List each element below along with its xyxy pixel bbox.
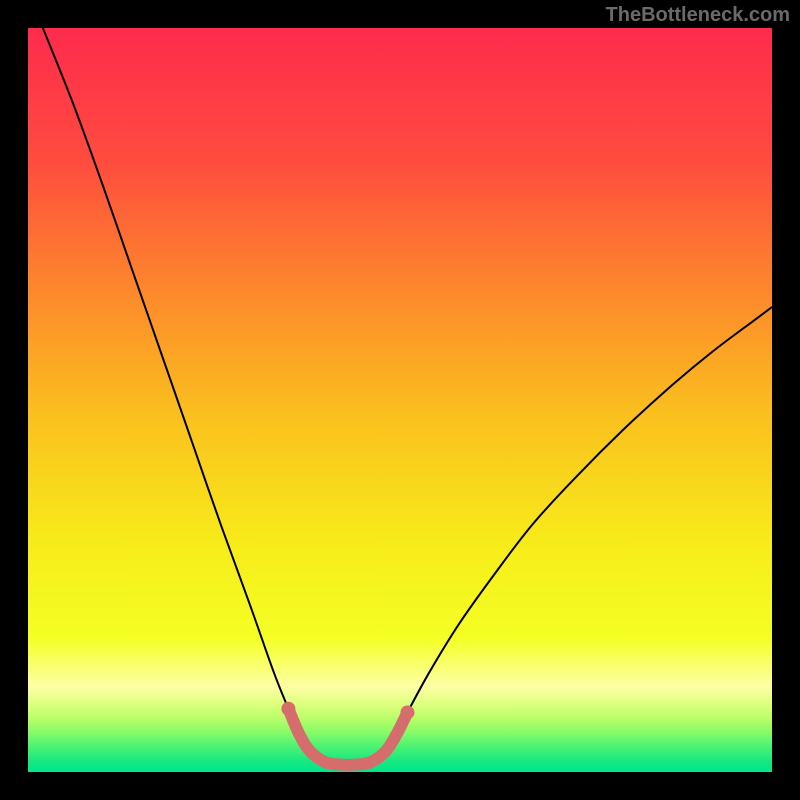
highlight-dot-right [400, 705, 414, 719]
chart-frame: TheBottleneck.com [0, 0, 800, 800]
chart-svg [28, 28, 772, 772]
bottleneck-curve [43, 28, 772, 765]
watermark-label: TheBottleneck.com [606, 4, 790, 27]
highlight-dot-left [281, 702, 295, 716]
bottom-highlight [288, 709, 407, 765]
plot-area [28, 28, 772, 772]
